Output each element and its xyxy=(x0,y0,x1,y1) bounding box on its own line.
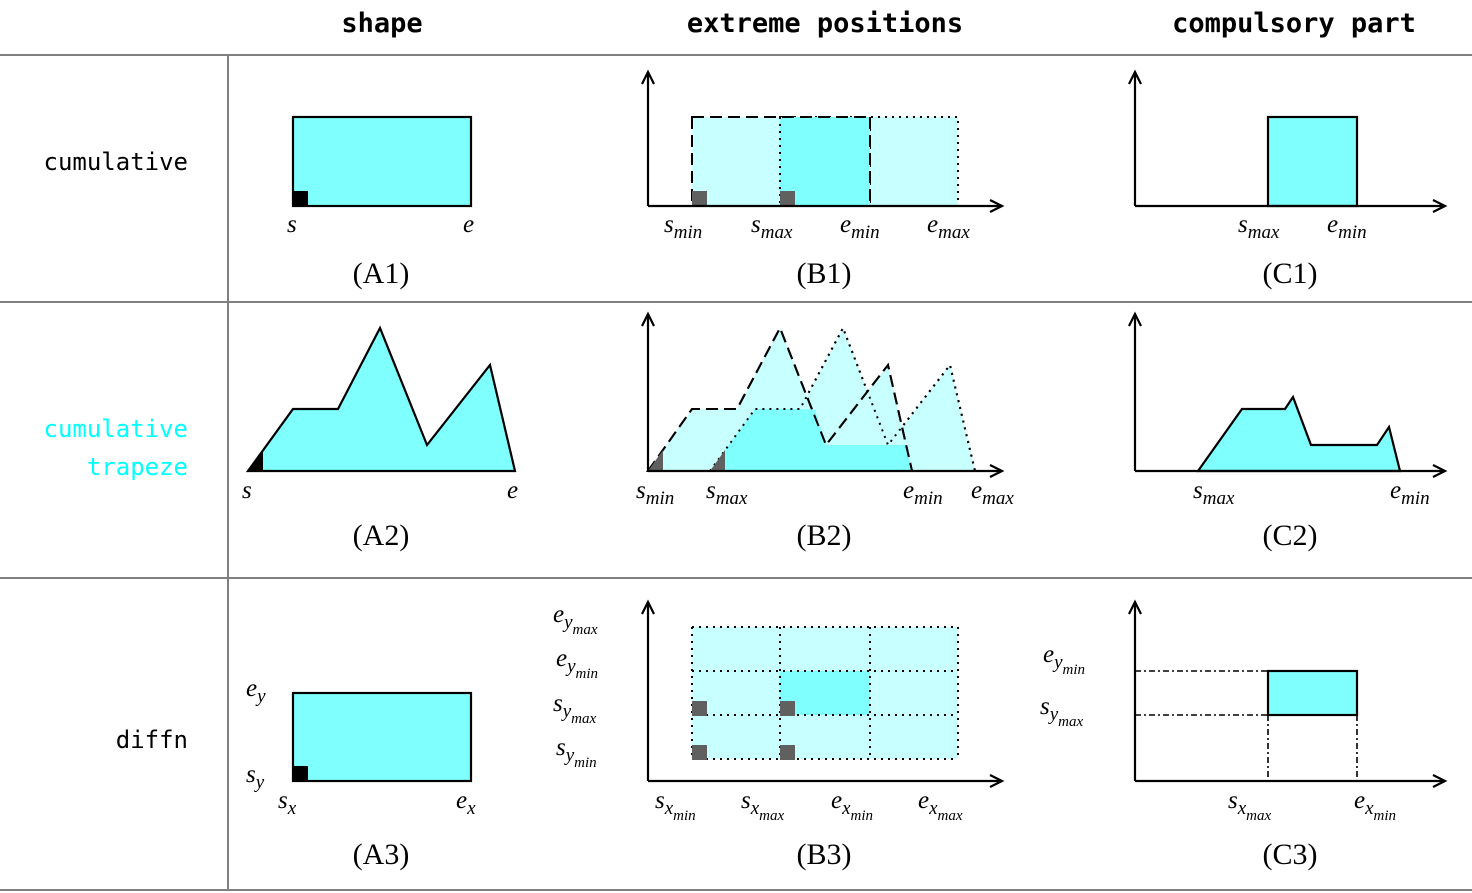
row-label-cumulative-text: cumulative xyxy=(43,148,189,176)
caption-B3: (B3) xyxy=(797,838,852,871)
trapeze-profile xyxy=(245,325,517,473)
header-extreme-positions: extreme positions xyxy=(686,8,964,39)
smax-marker xyxy=(780,191,795,206)
row-label-diffn: diffn xyxy=(0,721,188,759)
label-smax: smax xyxy=(751,211,793,243)
corner-marker-3 xyxy=(692,745,707,760)
smin-marker xyxy=(692,191,707,206)
label-ey: ey xyxy=(246,675,266,707)
label-s: s xyxy=(242,477,252,504)
projection-lines xyxy=(1135,670,1358,781)
label-sxmax: sxmax xyxy=(1228,787,1272,824)
label-sxmax: sxmax xyxy=(741,787,785,824)
corner-marker-1 xyxy=(692,701,707,716)
label-smax: smax xyxy=(1193,477,1235,509)
label-symax: symax xyxy=(553,690,597,727)
label-sxmin: sxmin xyxy=(655,787,696,824)
row-label-cumulative-trapeze: cumulative trapeze xyxy=(0,410,189,486)
panel-A3: ey sy sx ex (A3) xyxy=(246,675,476,871)
origin-marker xyxy=(293,191,308,206)
label-emin: emin xyxy=(903,477,943,509)
header-compulsory-part: compulsory part xyxy=(1172,8,1416,39)
task-rect xyxy=(291,115,473,208)
label-smin: smin xyxy=(636,477,674,509)
label-smax: smax xyxy=(1238,211,1280,243)
corner-marker-2 xyxy=(780,701,795,716)
caption-B1: (B1) xyxy=(797,257,852,290)
label-ex: ex xyxy=(456,787,476,819)
label-e: e xyxy=(507,477,518,504)
label-smax: smax xyxy=(706,477,748,509)
header-shape: shape xyxy=(341,8,423,39)
panel-B2: smin smax emin emax (B2) xyxy=(636,311,1014,552)
label-symin: symin xyxy=(556,734,597,771)
caption-A3: (A3) xyxy=(353,838,410,871)
label-emin: emin xyxy=(1390,477,1430,509)
caption-A1: (A1) xyxy=(353,257,410,290)
compulsory-rect xyxy=(1266,115,1359,208)
row-label-trapeze-line2: trapeze xyxy=(86,453,188,481)
compulsory-rect xyxy=(1266,669,1359,717)
panel-B1: smin smax emin emax (B1) xyxy=(641,69,1005,290)
label-e: e xyxy=(463,211,474,238)
label-exmax: exmax xyxy=(918,787,963,824)
label-sx: sx xyxy=(278,787,297,819)
label-emin: emin xyxy=(1327,211,1367,243)
latest-profile-outline xyxy=(708,325,977,472)
caption-C1: (C1) xyxy=(1263,257,1318,290)
label-emin: emin xyxy=(840,211,880,243)
panel-C3: eymin symax sxmax exmin (C3) xyxy=(1040,599,1448,871)
label-smin: smin xyxy=(664,211,702,243)
label-exmin: exmin xyxy=(831,787,873,824)
row-label-trapeze-line1: cumulative xyxy=(43,415,189,443)
origin-marker xyxy=(293,766,308,781)
caption-C3: (C3) xyxy=(1263,838,1318,871)
panel-A1: s e (A1) xyxy=(287,115,474,290)
label-emax: emax xyxy=(927,211,970,243)
panel-C1: smax emin (C1) xyxy=(1128,69,1448,290)
smax-marker xyxy=(710,450,725,471)
caption-C2: (C2) xyxy=(1263,519,1318,552)
caption-B2: (B2) xyxy=(797,519,852,552)
corner-marker-4 xyxy=(780,745,795,760)
earliest-profile-outline xyxy=(646,325,914,472)
row-label-diffn-text: diffn xyxy=(115,726,188,754)
label-sy: sy xyxy=(246,761,265,793)
compulsory-profile xyxy=(1195,394,1402,473)
label-s: s xyxy=(287,211,297,238)
caption-A2: (A2) xyxy=(353,519,410,552)
label-eymin: eymin xyxy=(556,645,598,682)
table-grid xyxy=(0,54,1472,891)
panel-A2: s e (A2) xyxy=(242,325,518,552)
panel-B3: eymax eymin symax symin sxmin sxmax exmi… xyxy=(553,599,1005,871)
panel-C2: smax emin (C2) xyxy=(1128,311,1448,552)
row-label-cumulative: cumulative xyxy=(0,143,189,181)
origin-marker xyxy=(248,450,263,471)
label-symax: symax xyxy=(1040,693,1084,730)
task-rect xyxy=(291,691,473,783)
label-eymax: eymax xyxy=(553,601,598,638)
compulsory-overlap xyxy=(710,409,912,471)
dotted-grid xyxy=(691,626,959,760)
label-emax: emax xyxy=(971,477,1014,509)
label-exmin: exmin xyxy=(1354,787,1396,824)
smin-marker xyxy=(648,450,663,471)
label-eymin: eymin xyxy=(1043,641,1085,678)
